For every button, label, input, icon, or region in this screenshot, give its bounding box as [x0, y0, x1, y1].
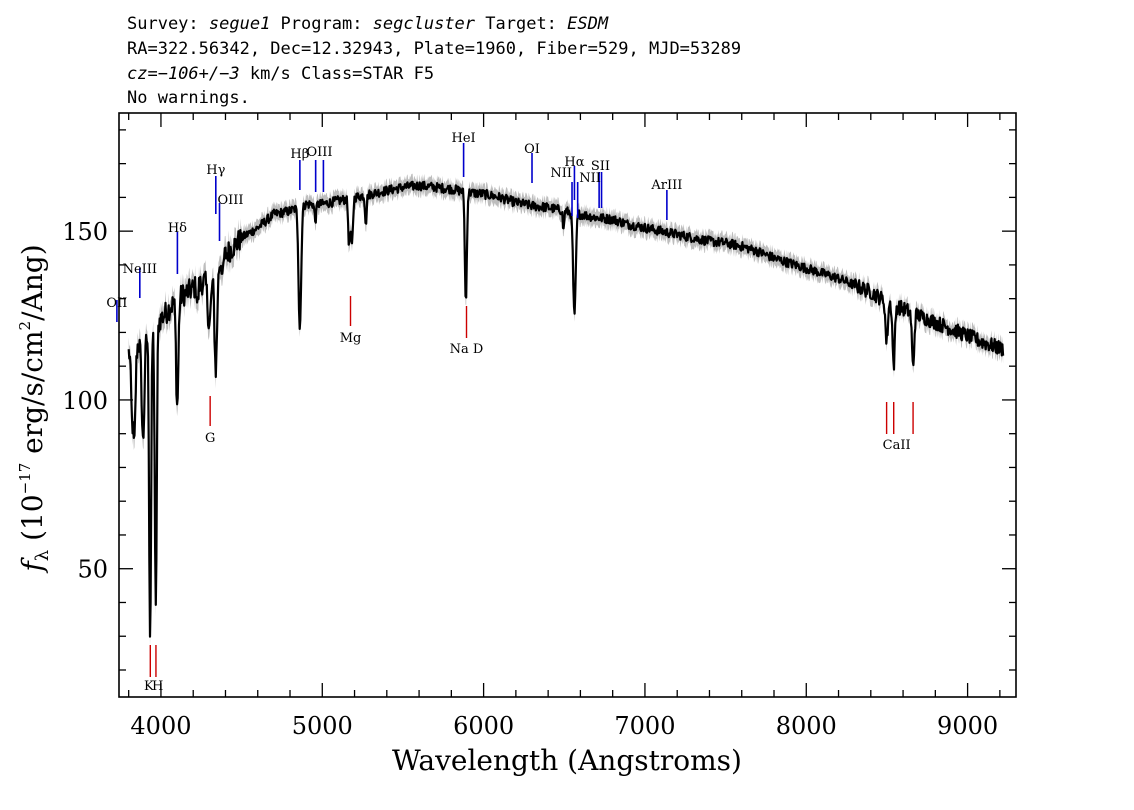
emission-line-label: SII: [591, 159, 610, 174]
emission-line-label: OIII: [218, 193, 244, 208]
line-marker-layer: OIINeIIIHδHγOIIIHβOIIIHeIOINIIHαNIISIIAr…: [106, 131, 914, 694]
y-axis-title-pre: (10: [16, 494, 49, 549]
x-tick-label: 9000: [937, 712, 998, 740]
emission-line-label: Hδ: [168, 221, 187, 236]
emission-line-label: ArIII: [650, 178, 682, 193]
target-value: ESDM: [567, 14, 609, 34]
emission-line-label: OI: [524, 142, 540, 157]
plot-frame: [118, 112, 1017, 698]
x-tick-label: 6000: [453, 712, 514, 740]
header-line-2: RA=322.56342, Dec=12.32943, Plate=1960, …: [127, 39, 741, 59]
redshift-value: cz=−106+/−3: [127, 64, 240, 84]
emission-line-label: Hα: [564, 155, 584, 170]
x-tick-label: 7000: [614, 712, 675, 740]
absorption-line-label: CaII: [883, 438, 911, 453]
y-axis-title-sup1: −17: [16, 463, 34, 495]
y-tick-label: 50: [77, 556, 108, 584]
emission-line-label: OIII: [306, 145, 332, 160]
emission-line-label: Hβ: [290, 147, 309, 162]
absorption-line-label: Mg: [340, 331, 362, 346]
y-axis-title-mid: erg/s/cm: [16, 330, 49, 462]
emission-line-label: OII: [106, 296, 127, 311]
emission-line-label: NeIII: [123, 262, 157, 277]
emission-line-label: HeI: [452, 131, 476, 146]
x-tick-label: 4000: [130, 712, 191, 740]
absorption-line-label: G: [205, 431, 215, 446]
y-tick-label: 100: [62, 387, 108, 415]
program-value: segcluster: [373, 14, 476, 34]
error-band-layer: [128, 173, 1004, 649]
y-axis-title-sup2: 2: [16, 321, 34, 331]
spectrum-line-layer: [127, 180, 1005, 638]
y-axis-title: fλ (10−17 erg/s/cm2/Ang): [16, 244, 53, 573]
emission-line-label: Hγ: [206, 163, 225, 178]
x-axis-title: Wavelength (Angstroms): [392, 744, 742, 777]
class-value: km/s Class=STAR F5: [240, 64, 434, 84]
absorption-line-label: H: [152, 679, 163, 694]
header-line-3: cz=−106+/−3 km/s Class=STAR F5: [127, 64, 434, 84]
emission-line-label: NII: [550, 166, 572, 181]
spectrum-line: [127, 180, 1005, 638]
x-tick-label: 5000: [292, 712, 353, 740]
header-line-1: Survey: segue1 Program: segcluster Targe…: [127, 14, 609, 34]
y-axis-title-post: /Ang): [16, 244, 49, 321]
survey-label: Survey:: [127, 14, 209, 34]
error-band: [128, 173, 1004, 649]
target-label: Target:: [475, 14, 567, 34]
header-line-4: No warnings.: [127, 88, 250, 108]
y-axis-title-sub: λ: [32, 550, 53, 561]
emission-line-label: NII: [579, 171, 601, 186]
axes-layer: 4000 5000 6000 7000 8000 9000 50 100 150: [62, 112, 1017, 740]
absorption-line-label: Na D: [450, 342, 484, 357]
survey-value: segue1: [209, 14, 270, 34]
y-tick-label: 150: [62, 218, 108, 246]
x-tick-label: 8000: [776, 712, 837, 740]
program-label: Program:: [270, 14, 372, 34]
absorption-line-label: K: [144, 679, 154, 694]
